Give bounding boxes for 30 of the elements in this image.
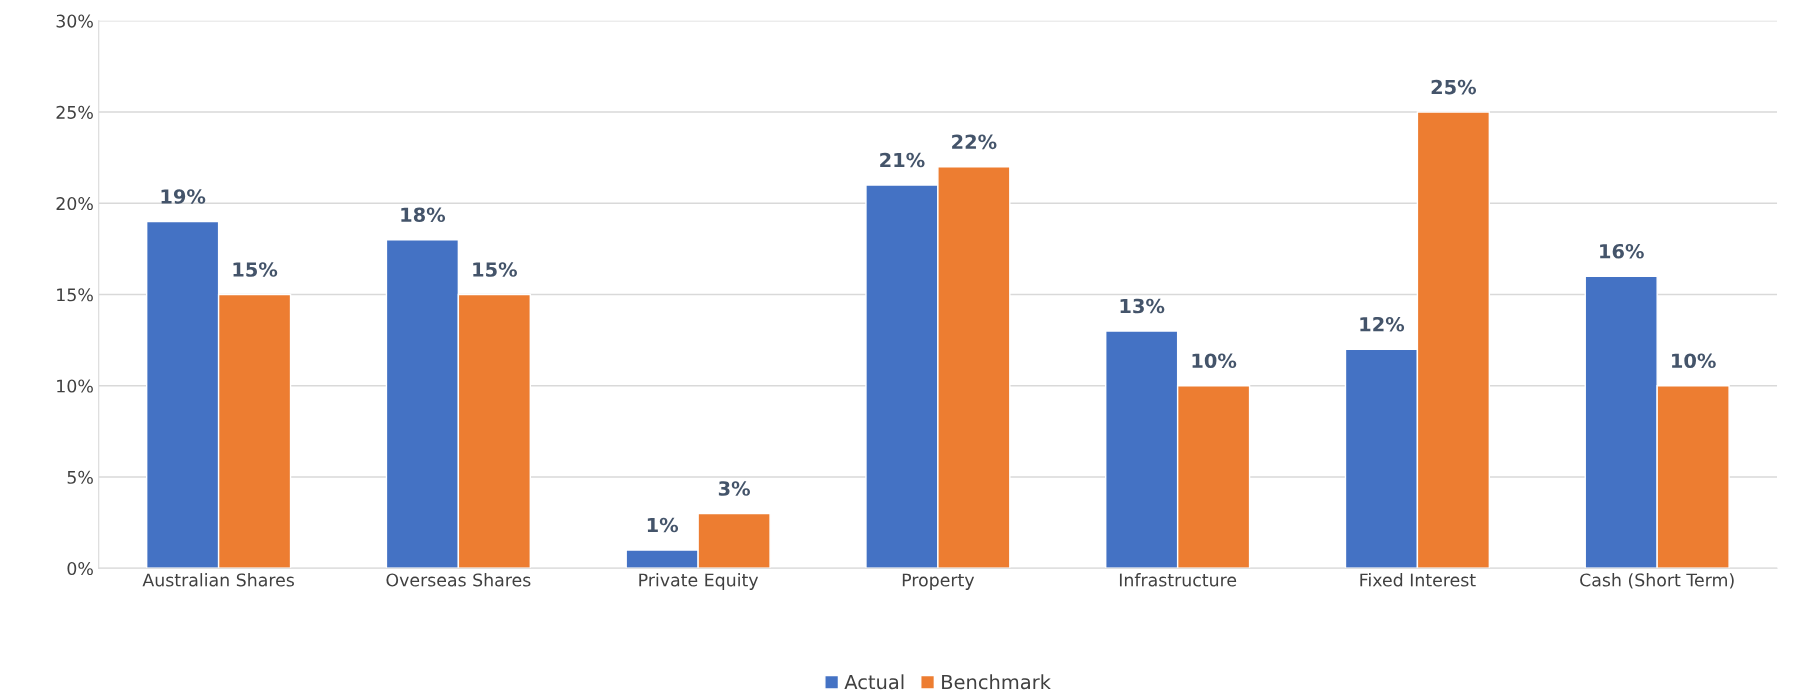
x-tick-label: Property	[902, 573, 975, 590]
data-label: 15%	[233, 262, 278, 277]
x-tick-label: Fixed Interest	[1360, 573, 1476, 587]
data-label: 10%	[1192, 353, 1237, 369]
y-tick-label: 0%	[67, 561, 93, 576]
x-tick-label: Australian Shares	[142, 573, 294, 587]
y-tick-label: 25%	[56, 105, 93, 119]
data-label: 15%	[473, 262, 517, 277]
data-label: 3%	[718, 481, 750, 496]
data-label: 13%	[1120, 298, 1165, 314]
y-tick-label: 10%	[57, 379, 93, 393]
x-tick-label: Infrastructure	[1119, 573, 1237, 587]
y-tick-label: 5%	[67, 470, 93, 484]
legend-label: Benchmark	[942, 674, 1051, 690]
data-label: 10%	[1672, 353, 1716, 369]
x-tick-label: Overseas Shares	[386, 573, 531, 587]
x-tick-label: Cash (Short Term)	[1580, 573, 1734, 589]
legend-label: Actual	[844, 674, 904, 690]
y-tick-label: 15%	[57, 288, 93, 302]
data-label: 18%	[401, 207, 446, 223]
data-label: 21%	[880, 152, 925, 168]
x-tick-label: Private Equity	[639, 573, 759, 590]
data-label: 22%	[952, 134, 997, 150]
data-label: 19%	[161, 189, 206, 204]
y-tick-label: 30%	[56, 14, 93, 28]
data-label: 25%	[1431, 79, 1477, 95]
data-label: 1%	[647, 517, 679, 533]
data-label: 16%	[1600, 243, 1644, 259]
y-tick-label: 20%	[56, 196, 93, 211]
data-label: 12%	[1360, 316, 1405, 332]
